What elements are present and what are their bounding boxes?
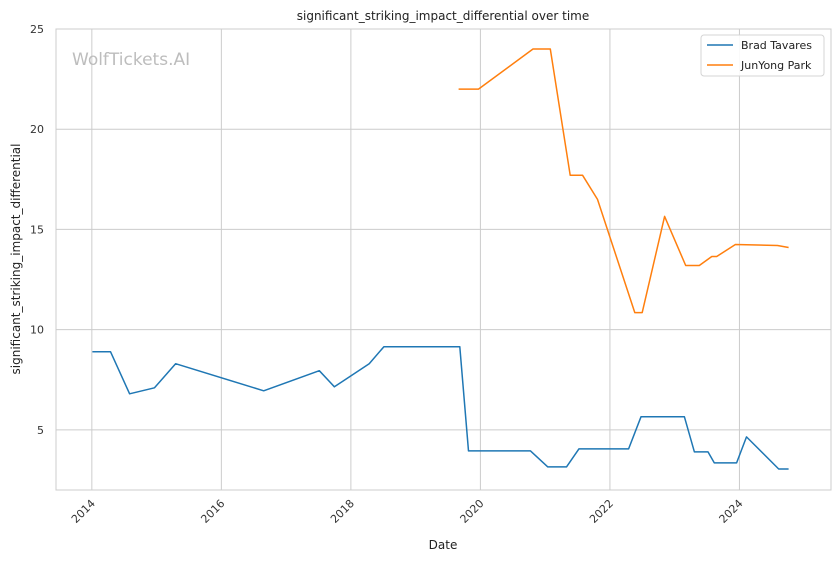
series-line-1 xyxy=(458,48,789,314)
y-axis-label: significant_striking_impact_differential xyxy=(9,144,23,375)
x-tick-label: 2024 xyxy=(717,497,746,526)
y-tick-label: 25 xyxy=(30,23,44,36)
y-tick-label: 10 xyxy=(30,324,44,337)
series-lines xyxy=(92,48,789,470)
watermark: WolfTickets.AI xyxy=(72,50,190,70)
y-axis: 5 10 15 20 25 xyxy=(30,23,44,437)
x-tick-label: 2022 xyxy=(587,497,616,526)
x-tick-label: 2014 xyxy=(69,497,98,526)
x-axis-label: Date xyxy=(429,538,458,552)
grid xyxy=(56,28,831,490)
x-tick-label: 2018 xyxy=(328,497,357,526)
y-tick-label: 15 xyxy=(30,223,44,236)
y-tick-label: 5 xyxy=(37,424,44,437)
legend-label: JunYong Park xyxy=(740,59,812,72)
x-axis: 2014 2016 2018 2020 2022 2024 xyxy=(69,497,746,526)
legend-label: Brad Tavares xyxy=(741,39,812,52)
plot-frame xyxy=(55,28,832,491)
x-tick-label: 2016 xyxy=(198,497,227,526)
x-tick-label: 2020 xyxy=(458,497,487,526)
y-tick-label: 20 xyxy=(30,123,44,136)
legend: Brad Tavares JunYong Park xyxy=(700,34,825,77)
plot-area xyxy=(55,28,832,491)
chart-title: significant_striking_impact_differential… xyxy=(297,9,589,23)
series-line-0 xyxy=(92,345,789,470)
